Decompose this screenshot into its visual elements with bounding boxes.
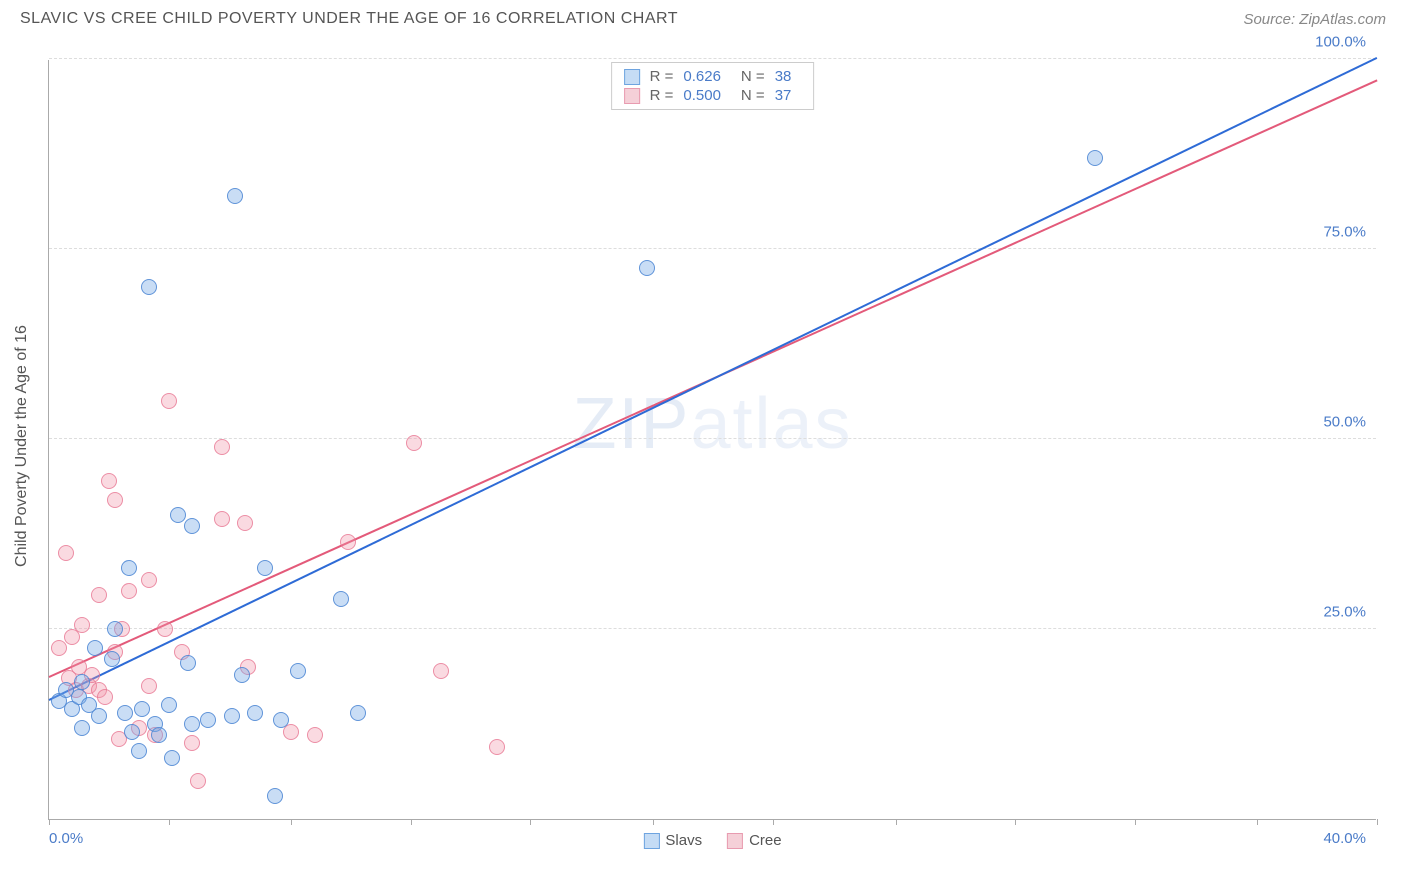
data-point xyxy=(224,708,240,724)
data-point xyxy=(104,651,120,667)
data-point xyxy=(164,750,180,766)
gridline-horizontal xyxy=(49,58,1376,59)
data-point xyxy=(180,655,196,671)
data-point xyxy=(340,534,356,550)
data-point xyxy=(170,507,186,523)
data-point xyxy=(184,518,200,534)
data-point xyxy=(134,701,150,717)
data-point xyxy=(58,545,74,561)
data-point xyxy=(227,188,243,204)
data-point xyxy=(184,735,200,751)
data-point xyxy=(200,712,216,728)
data-point xyxy=(51,640,67,656)
x-axis-tick xyxy=(530,819,531,825)
data-point xyxy=(141,678,157,694)
data-point xyxy=(107,621,123,637)
legend: Slavs Cree xyxy=(643,832,781,849)
x-axis-tick xyxy=(411,819,412,825)
data-point xyxy=(117,705,133,721)
data-point xyxy=(433,663,449,679)
x-axis-tick xyxy=(773,819,774,825)
y-axis-tick-label: 75.0% xyxy=(1323,224,1366,241)
data-point xyxy=(184,716,200,732)
data-point xyxy=(234,667,250,683)
legend-item-cree: Cree xyxy=(727,832,782,849)
gridline-horizontal xyxy=(49,628,1376,629)
data-point xyxy=(141,279,157,295)
legend-swatch-cree xyxy=(727,833,743,849)
data-point xyxy=(91,708,107,724)
data-point xyxy=(214,511,230,527)
data-point xyxy=(333,591,349,607)
x-axis-tick xyxy=(169,819,170,825)
data-point xyxy=(101,473,117,489)
swatch-cree xyxy=(624,88,640,104)
data-point xyxy=(74,674,90,690)
data-point xyxy=(350,705,366,721)
y-axis-tick-label: 50.0% xyxy=(1323,414,1366,431)
data-point xyxy=(247,705,263,721)
correlation-stats-box: R = 0.626 N = 38 R = 0.500 N = 37 xyxy=(611,62,815,110)
chart-plot-area: ZIPatlas 0.0% 40.0% R = 0.626 N = 38 R =… xyxy=(48,60,1376,820)
y-axis-tick-label: 100.0% xyxy=(1315,34,1366,51)
x-axis-tick xyxy=(1377,819,1378,825)
data-point xyxy=(190,773,206,789)
data-point xyxy=(121,583,137,599)
data-point xyxy=(87,640,103,656)
source-attribution: Source: ZipAtlas.com xyxy=(1243,11,1386,28)
gridline-horizontal xyxy=(49,438,1376,439)
stats-row-slavs: R = 0.626 N = 38 xyxy=(624,67,802,86)
data-point xyxy=(214,439,230,455)
data-point xyxy=(267,788,283,804)
data-point xyxy=(307,727,323,743)
data-point xyxy=(74,720,90,736)
legend-item-slavs: Slavs xyxy=(643,832,702,849)
chart-title: SLAVIC VS CREE CHILD POVERTY UNDER THE A… xyxy=(20,10,678,28)
data-point xyxy=(157,621,173,637)
x-axis-tick xyxy=(1257,819,1258,825)
data-point xyxy=(91,587,107,603)
data-point xyxy=(107,492,123,508)
data-point xyxy=(124,724,140,740)
data-point xyxy=(237,515,253,531)
data-point xyxy=(74,617,90,633)
trend-line xyxy=(49,57,1378,701)
data-point xyxy=(406,435,422,451)
data-point xyxy=(161,393,177,409)
data-point xyxy=(290,663,306,679)
swatch-slavs xyxy=(624,69,640,85)
y-axis-title: Child Poverty Under the Age of 16 xyxy=(13,325,31,567)
x-axis-label-min: 0.0% xyxy=(49,830,83,847)
stats-row-cree: R = 0.500 N = 37 xyxy=(624,86,802,105)
data-point xyxy=(121,560,137,576)
data-point xyxy=(141,572,157,588)
x-axis-tick xyxy=(896,819,897,825)
data-point xyxy=(257,560,273,576)
data-point xyxy=(151,727,167,743)
x-axis-tick xyxy=(1015,819,1016,825)
x-axis-tick xyxy=(1135,819,1136,825)
data-point xyxy=(97,689,113,705)
data-point xyxy=(639,260,655,276)
data-point xyxy=(131,743,147,759)
gridline-horizontal xyxy=(49,248,1376,249)
x-axis-tick xyxy=(291,819,292,825)
y-axis-tick-label: 25.0% xyxy=(1323,604,1366,621)
x-axis-tick xyxy=(49,819,50,825)
x-axis-tick xyxy=(653,819,654,825)
data-point xyxy=(1087,150,1103,166)
data-point xyxy=(273,712,289,728)
x-axis-label-max: 40.0% xyxy=(1323,830,1366,847)
data-point xyxy=(161,697,177,713)
legend-swatch-slavs xyxy=(643,833,659,849)
data-point xyxy=(489,739,505,755)
